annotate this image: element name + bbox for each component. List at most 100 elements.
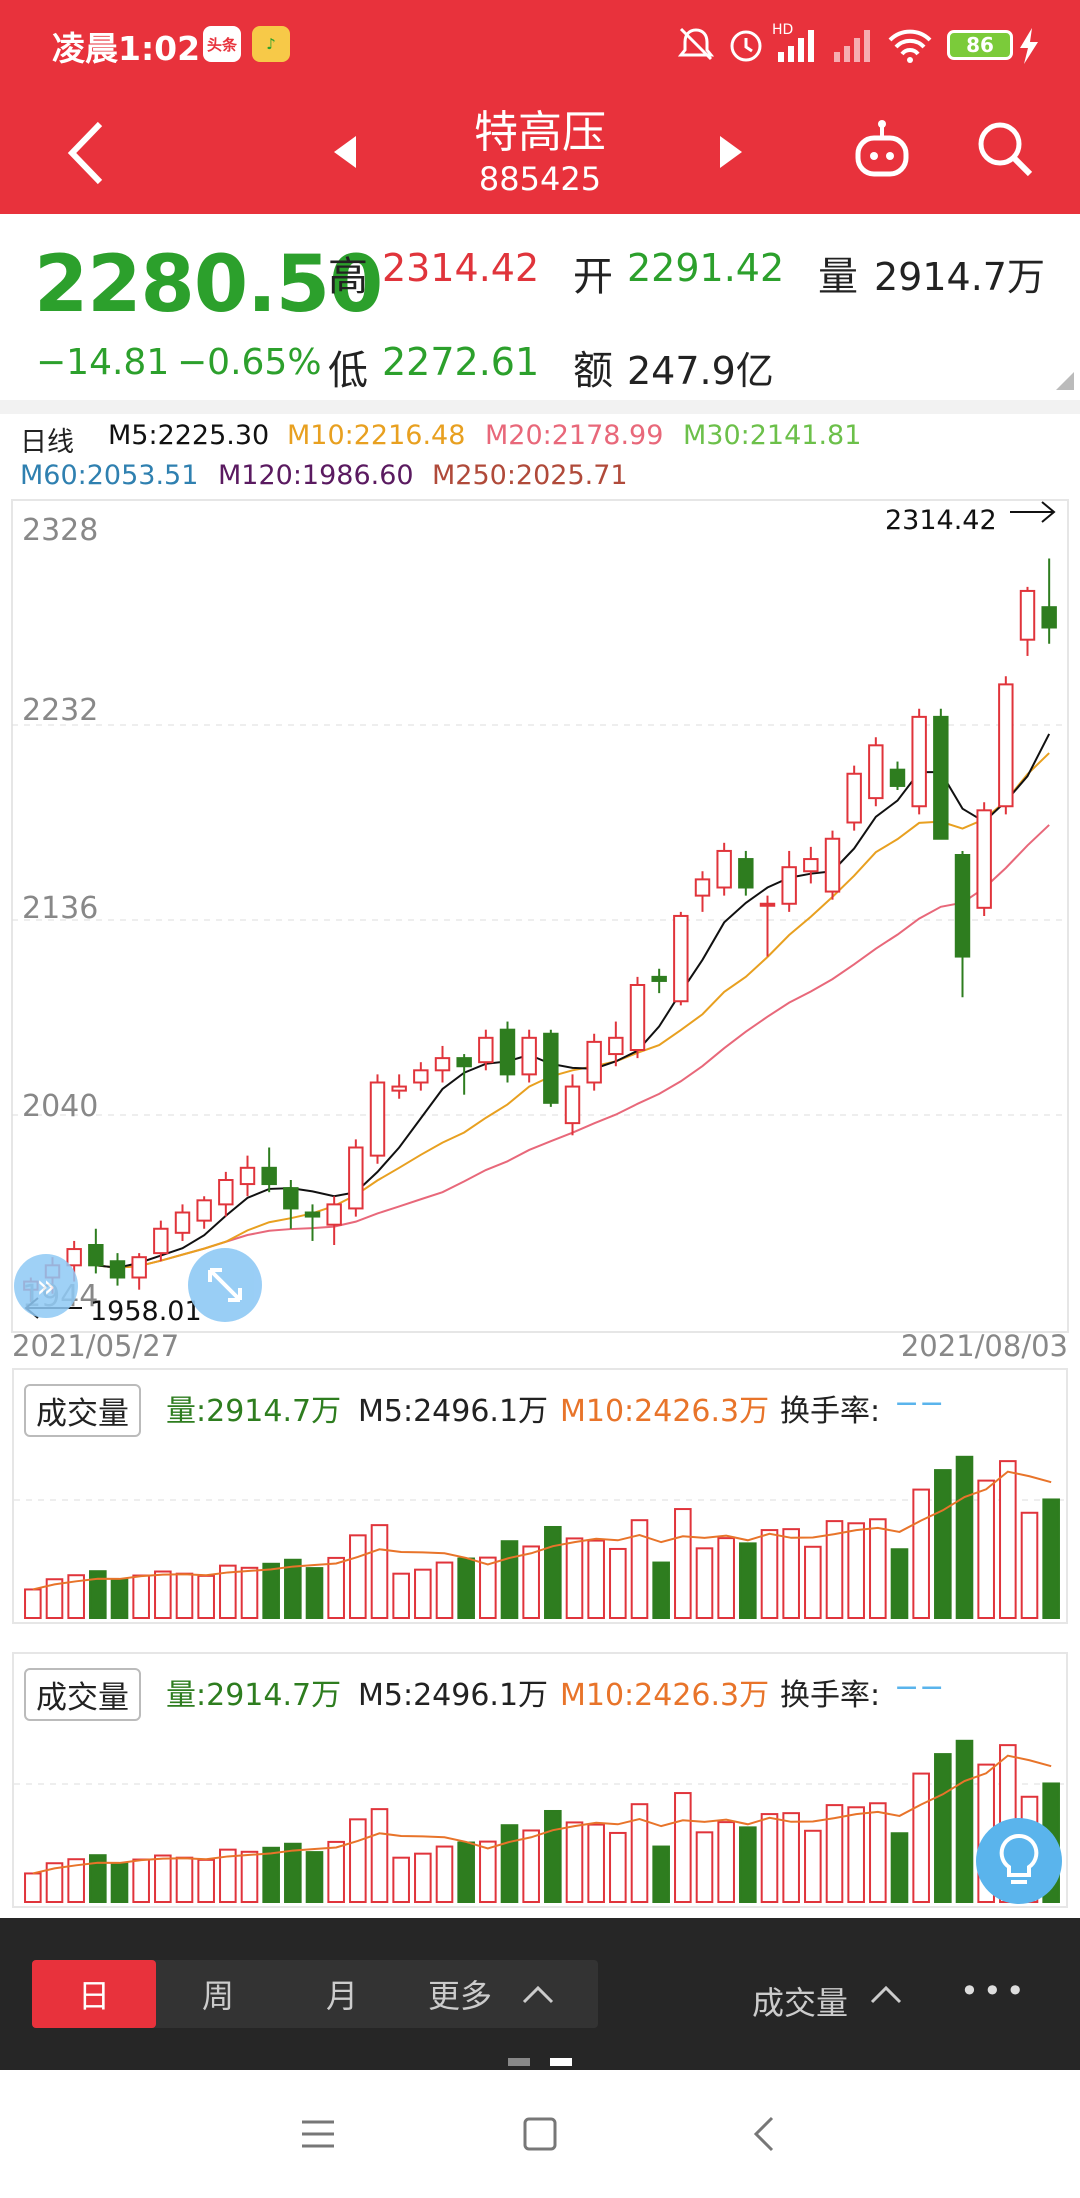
candle: [456, 1054, 472, 1095]
volume-ma10: M10:2426.3万: [560, 1678, 770, 1713]
ma60-label: M60:2053.51: [20, 460, 199, 491]
candle: [889, 761, 906, 790]
volume-bar: [435, 1561, 454, 1620]
hd-label: HD: [772, 22, 794, 38]
volume-bar: [760, 1529, 779, 1619]
volume-bar: [587, 1539, 605, 1620]
expand-corner-icon[interactable]: [1056, 372, 1074, 390]
volume-bar: [370, 1524, 389, 1619]
battery-icon: 86: [947, 30, 1013, 60]
min-price-label: 1958.01: [90, 1296, 202, 1327]
volume-panel-2[interactable]: 成交量 量:2914.7万 M5:2496.1万 M10:2426.3万 换手率…: [12, 1652, 1070, 1908]
turnover-label: 换手率:: [780, 1678, 881, 1713]
volume-bar: [175, 1572, 194, 1619]
volume-bar: [652, 1561, 670, 1620]
volume-bar: [522, 1545, 540, 1619]
candle: [824, 830, 841, 900]
candle: [543, 1029, 559, 1107]
volume-bar: [565, 1537, 584, 1619]
candle: [478, 1029, 494, 1071]
y-tick: 2040: [22, 1089, 98, 1124]
amount-label: 额: [573, 348, 613, 394]
volume-bar: [500, 1824, 519, 1903]
volume-indicator-button[interactable]: 成交量: [24, 1384, 141, 1437]
volume-bar: [197, 1858, 215, 1903]
volume-indicator-button[interactable]: 成交量: [24, 1668, 141, 1721]
period-tabs: 日 周 月 更多: [32, 1960, 598, 2028]
volume-bar: [847, 1806, 865, 1904]
candle: [304, 1204, 321, 1241]
candle: [239, 1155, 256, 1197]
more-options-icon[interactable]: •••: [960, 1972, 1029, 2010]
back-icon[interactable]: [60, 118, 110, 188]
volume-bar: [370, 1808, 389, 1903]
candle: [521, 1029, 537, 1083]
volume-ma5: M5:2496.1万: [358, 1394, 549, 1429]
candle: [738, 850, 754, 896]
signal-icon: [778, 30, 814, 62]
home-icon[interactable]: [520, 2114, 560, 2154]
candle: [369, 1074, 386, 1164]
tab-day[interactable]: 日: [32, 1960, 156, 2028]
indicator-selector[interactable]: 成交量: [752, 1984, 849, 2022]
tips-bulb-icon[interactable]: [976, 1818, 1062, 1904]
turnover-value: −−: [894, 1670, 945, 1705]
chevron-up-icon[interactable]: [520, 1982, 556, 2006]
chevron-up-icon[interactable]: [868, 1982, 904, 2006]
volume-bar: [544, 1525, 562, 1619]
open-value: 2291.42: [627, 246, 785, 290]
volume-bar: [977, 1479, 995, 1620]
volume-bar: [1042, 1498, 1060, 1619]
volume-bar: [630, 1803, 649, 1904]
toutiao-icon: 头条: [203, 26, 241, 62]
volume-bar: [912, 1488, 930, 1620]
ma250-label: M250:2025.71: [432, 460, 628, 491]
fullscreen-icon[interactable]: [188, 1248, 262, 1322]
volume-bar: [890, 1548, 909, 1620]
candle: [196, 1196, 212, 1229]
tab-month[interactable]: 月: [325, 1977, 358, 2015]
volume-bar: [587, 1823, 605, 1904]
volume-bar: [674, 1508, 692, 1620]
candle: [629, 976, 646, 1059]
kline-chart[interactable]: 2328 2232 2136 2040 1944 2314.42 1958.01…: [0, 490, 1080, 1370]
candle: [348, 1139, 364, 1217]
candle: [673, 911, 689, 1006]
volume-label: 量: [818, 254, 858, 300]
volume-bar: [349, 1534, 367, 1619]
volume-ma-line: [32, 1470, 1052, 1591]
turnover-value: −−: [894, 1386, 945, 1421]
candle: [976, 802, 992, 916]
candle: [131, 1253, 147, 1290]
volume-bar: [890, 1832, 909, 1904]
candle: [911, 708, 927, 815]
volume-ma-line: [32, 1754, 1052, 1875]
candle: [153, 1220, 169, 1262]
volume-value: 量:2914.7万: [166, 1394, 342, 1429]
nav-back-icon[interactable]: [748, 2114, 778, 2154]
volume-bar: [717, 1537, 735, 1619]
next-stock-icon[interactable]: [716, 132, 746, 172]
search-icon[interactable]: [972, 116, 1036, 180]
volume-ma5: M5:2496.1万: [358, 1678, 549, 1713]
tab-more[interactable]: 更多: [428, 1977, 493, 2015]
volume-bar: [262, 1846, 280, 1903]
volume-bar: [67, 1858, 85, 1903]
tab-week[interactable]: 周: [201, 1977, 234, 2015]
candle: [933, 708, 949, 840]
volume-panel[interactable]: 成交量 量:2914.7万 M5:2496.1万 M10:2426.3万 换手率…: [12, 1368, 1070, 1624]
prev-stock-icon[interactable]: [330, 132, 360, 172]
candle: [391, 1074, 407, 1099]
robot-assistant-icon[interactable]: [852, 118, 912, 182]
collapse-left-icon[interactable]: »: [14, 1254, 78, 1318]
candle: [413, 1062, 429, 1091]
menu-icon[interactable]: [298, 2116, 338, 2152]
volume-bar: [132, 1574, 150, 1619]
volume-bar: [45, 1862, 64, 1903]
volume-bar: [739, 1826, 757, 1904]
y-tick: 2328: [22, 513, 98, 548]
volume-bar: [630, 1519, 649, 1620]
charging-icon: [1020, 28, 1038, 64]
volume-bar: [609, 1547, 627, 1620]
volume-bar: [262, 1562, 280, 1619]
